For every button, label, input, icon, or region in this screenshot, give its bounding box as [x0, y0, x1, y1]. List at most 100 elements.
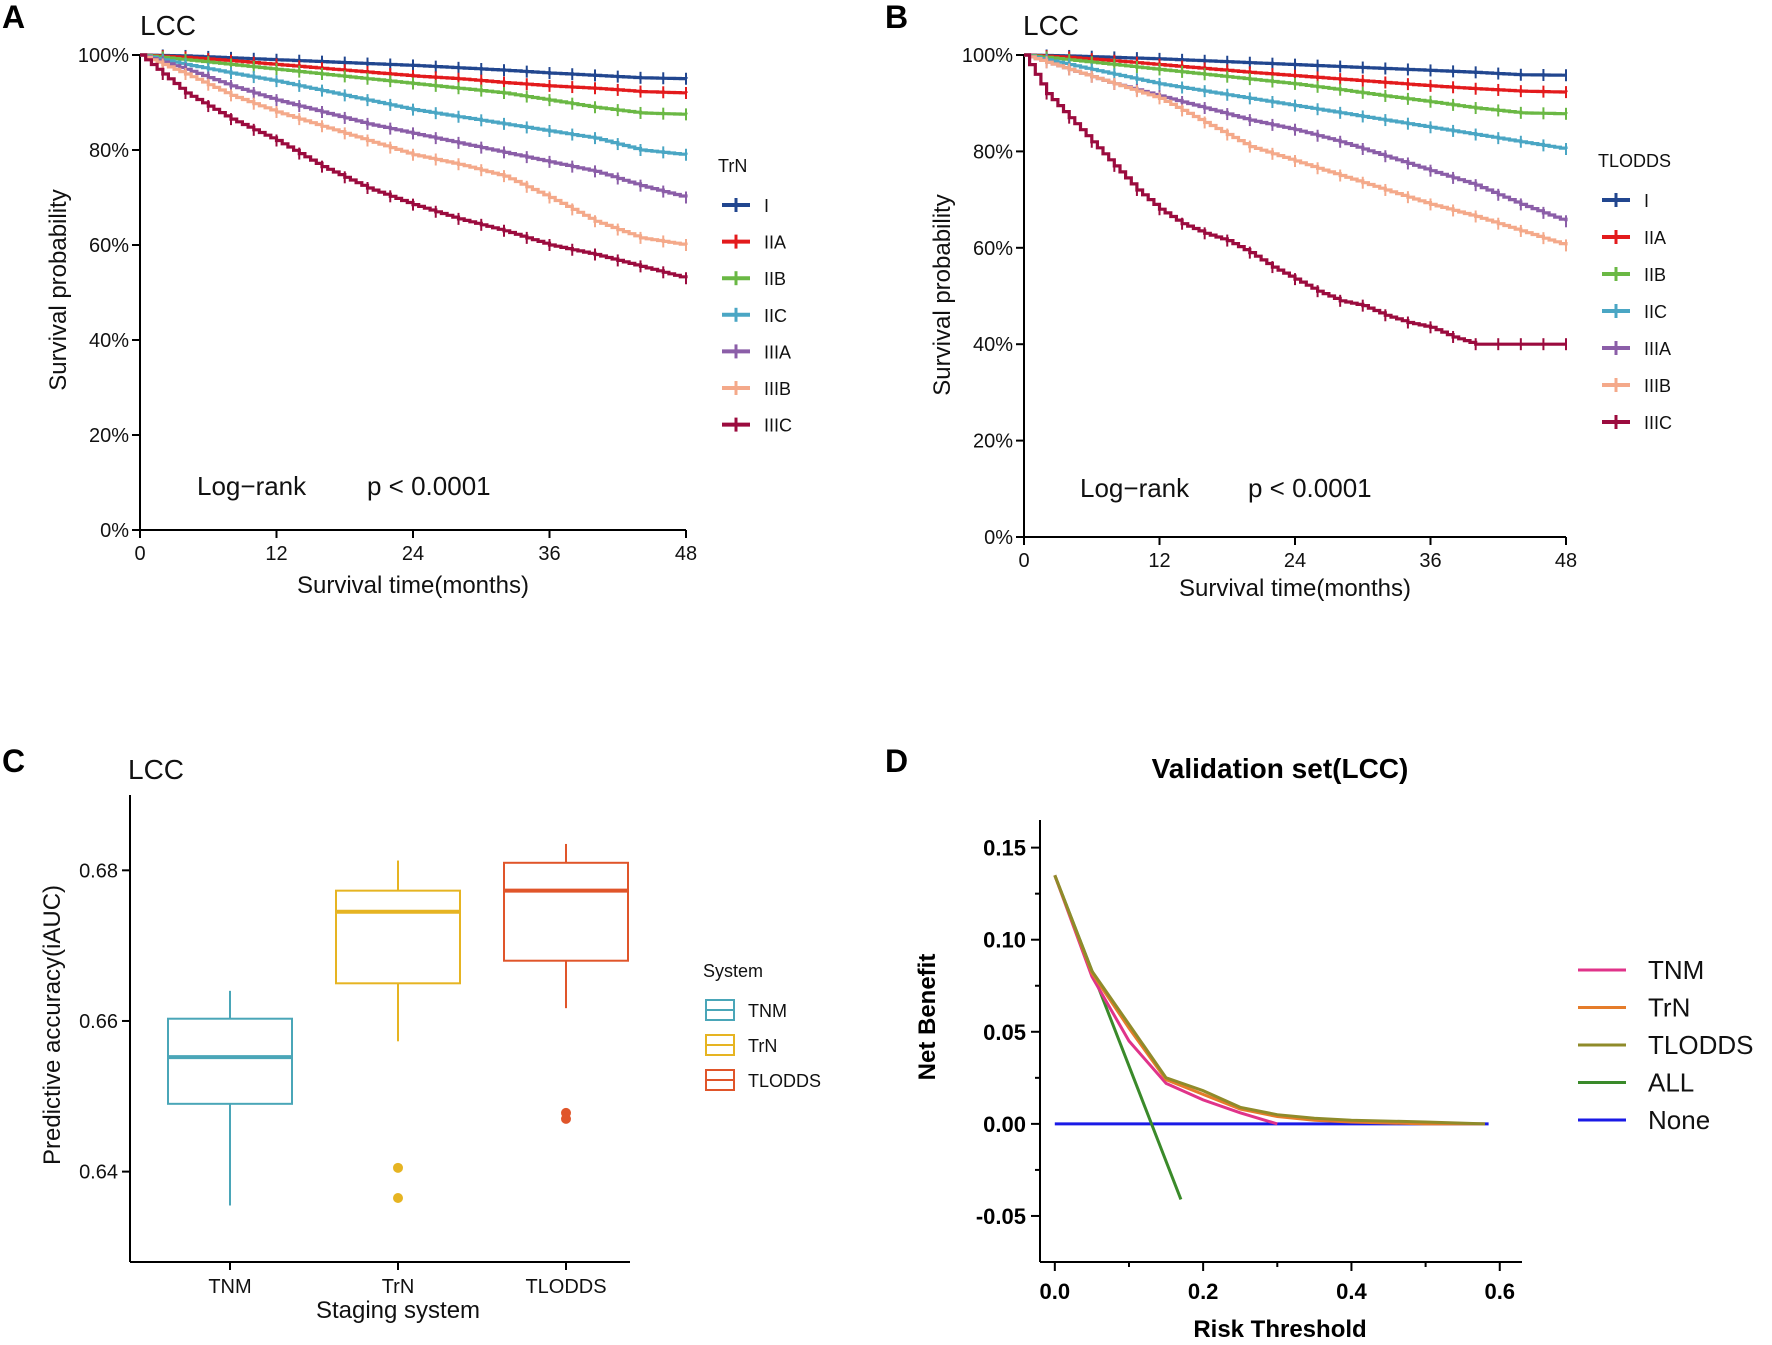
x-tick-label-A-1: 12 — [265, 543, 287, 565]
censor-marks-B-iic — [1045, 53, 1567, 155]
x-tick-label-A-2: 24 — [402, 543, 424, 565]
y-axis-title-b: Survival probability — [929, 194, 956, 395]
x-tick-label-B-1: 12 — [1148, 550, 1170, 572]
y-tick-label-D-2: 0.05 — [983, 1020, 1026, 1045]
panel-a-km-trn: A LCC Survival probability Survival time… — [2, 0, 792, 599]
y-tick-label-D-1: 0.00 — [983, 1112, 1026, 1137]
y-axis-title-d: Net Benefit — [914, 954, 941, 1081]
curve-D-tlodds — [1053, 874, 1485, 1126]
legend-label-A-i: I — [764, 196, 769, 216]
x-tick-label-B-2: 24 — [1284, 550, 1306, 572]
y-tick-label-B-4: 80% — [973, 141, 1013, 163]
x-tick-label-C-tlodds: TLODDS — [525, 1276, 606, 1298]
legend-title-a: TrN — [718, 156, 747, 176]
legend-label-B-iiia: IIIA — [1644, 339, 1671, 359]
x-tick-label-B-4: 48 — [1555, 550, 1577, 572]
x-axis-title-d: Risk Threshold — [1193, 1316, 1366, 1343]
y-tick-label-B-3: 60% — [973, 238, 1013, 260]
legend-title-c: System — [703, 961, 763, 981]
censor-marks-B-iiia — [1045, 56, 1567, 228]
x-tick-label-C-tnm: TNM — [208, 1276, 251, 1298]
censor-marks-B-iiic — [1045, 87, 1567, 351]
y-tick-label-C-1: 0.66 — [79, 1011, 118, 1033]
plot-title-d: Validation set(LCC) — [1152, 753, 1409, 784]
legend-label-D-all: ALL — [1648, 1068, 1694, 1098]
y-tick-label-C-2: 0.68 — [79, 860, 118, 882]
legend-label-B-i: I — [1644, 191, 1649, 211]
censor-marks-A-iiic — [161, 68, 687, 285]
censor-marks-A-iib — [161, 51, 687, 121]
panel-d-decision-curve: D Validation set(LCC) Net Benefit Risk T… — [885, 743, 1753, 1343]
outlier-trn-1 — [393, 1192, 403, 1203]
x-tick-label-B-3: 36 — [1419, 550, 1441, 572]
censor-marks-A-iiib — [161, 58, 687, 251]
plot-title-c: LCC — [128, 754, 184, 785]
legend-label-A-iiic: IIIC — [764, 416, 792, 436]
legend-label-D-tnm: TNM — [1648, 955, 1704, 985]
y-tick-label-A-4: 80% — [89, 140, 129, 162]
y-tick-label-B-0: 0% — [984, 527, 1013, 549]
legend-label-D-none: None — [1648, 1105, 1710, 1135]
x-tick-label-A-0: 0 — [134, 543, 145, 565]
panel-label-a: A — [2, 0, 25, 35]
pvalue-label-b: p < 0.0001 — [1248, 473, 1372, 503]
x-axis-title-a: Survival time(months) — [297, 572, 529, 599]
y-axis-title-c: Predictive accuracy(iAUC) — [39, 885, 66, 1165]
legend-label-C-tlodds: TLODDS — [748, 1071, 821, 1091]
panel-label-c: C — [2, 743, 25, 779]
legend-label-A-iic: IIC — [764, 306, 787, 326]
panel-label-b: B — [885, 0, 908, 35]
x-tick-label-A-4: 48 — [675, 543, 697, 565]
legend-label-B-iic: IIC — [1644, 302, 1667, 322]
censor-marks-B-iiib — [1045, 56, 1567, 252]
legend-label-C-tnm: TNM — [748, 1001, 787, 1021]
legend-label-B-iiic: IIIC — [1644, 413, 1672, 433]
legend-label-B-iia: IIA — [1644, 228, 1666, 248]
x-axis-title-b: Survival time(months) — [1179, 575, 1411, 602]
panel-c-boxplot: C LCC Predictive accuracy(iAUC) Staging … — [2, 743, 821, 1324]
x-tick-label-A-3: 36 — [538, 543, 560, 565]
y-tick-label-A-3: 60% — [89, 235, 129, 257]
panel-b-km-tlodds: B LCC Survival probability Survival time… — [885, 0, 1672, 602]
legend-label-A-iiib: IIIB — [764, 379, 791, 399]
curve-D-trn — [1053, 874, 1485, 1126]
legend-label-B-iiib: IIIB — [1644, 376, 1671, 396]
plot-title-b: LCC — [1023, 10, 1079, 41]
y-tick-label-D-4: 0.15 — [983, 836, 1026, 861]
x-tick-label-D-0: 0.0 — [1040, 1279, 1071, 1304]
km-curve-B-iiic — [1024, 53, 1566, 346]
legend-title-b: TLODDS — [1598, 151, 1671, 171]
legend-label-A-iiia: IIIA — [764, 342, 791, 362]
logrank-label-b: Log−rank — [1080, 473, 1190, 503]
x-tick-label-D-2: 0.4 — [1336, 1279, 1367, 1304]
y-tick-label-A-1: 20% — [89, 425, 129, 447]
y-axis-title-a: Survival probability — [45, 189, 72, 390]
x-tick-label-D-3: 0.6 — [1484, 1279, 1515, 1304]
curve-D-tnm — [1053, 874, 1278, 1126]
x-tick-label-C-trn: TrN — [382, 1276, 415, 1298]
legend-label-D-trn: TrN — [1648, 993, 1690, 1023]
y-tick-label-A-5: 100% — [78, 45, 129, 67]
censor-marks-A-iiia — [161, 56, 687, 204]
y-tick-label-D-0: -0.05 — [976, 1204, 1026, 1229]
box-tnm — [167, 1017, 293, 1105]
y-tick-label-C-0: 0.64 — [79, 1162, 118, 1184]
pvalue-label-a: p < 0.0001 — [367, 471, 491, 501]
y-tick-label-B-2: 40% — [973, 334, 1013, 356]
y-tick-label-B-1: 20% — [973, 431, 1013, 453]
legend-label-A-iib: IIB — [764, 269, 786, 289]
x-tick-label-D-1: 0.2 — [1188, 1279, 1219, 1304]
x-tick-label-B-0: 0 — [1018, 550, 1029, 572]
outlier-trn-0 — [393, 1162, 403, 1173]
legend-label-C-trn: TrN — [748, 1036, 777, 1056]
y-tick-label-A-2: 40% — [89, 330, 129, 352]
x-axis-title-c: Staging system — [316, 1297, 480, 1324]
plot-title-a: LCC — [140, 10, 196, 41]
logrank-label-a: Log−rank — [197, 471, 307, 501]
legend-label-A-iia: IIA — [764, 233, 786, 253]
y-tick-label-D-3: 0.10 — [983, 928, 1026, 953]
panel-label-d: D — [885, 743, 908, 779]
censor-marks-A-iic — [161, 53, 687, 161]
box-tlodds — [503, 861, 629, 962]
